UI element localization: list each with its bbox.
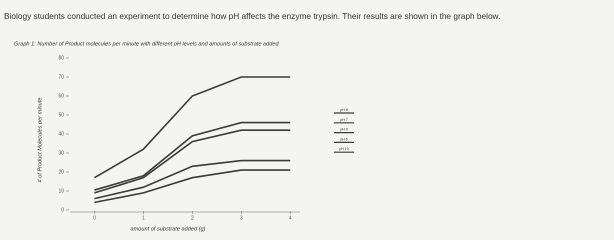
legend-label: pH 10 [339, 147, 349, 151]
series-line [94, 169, 291, 204]
question-text: Biology students conducted an experiment… [4, 11, 500, 21]
x-axis-label: amount of substrate added (g) [131, 226, 206, 232]
x-tick-label: 4 [289, 215, 292, 221]
series-line [94, 129, 291, 194]
series-line [94, 76, 291, 179]
legend-label: pH 6 [340, 137, 348, 141]
x-tick-label: 0 [93, 215, 96, 221]
x-tick-label: 2 [191, 215, 194, 221]
chart-title: Graph 1: Number of Product molecules per… [14, 41, 279, 47]
legend-label: pH 9 [340, 128, 348, 132]
legend-label: pH 8 [340, 108, 348, 112]
y-tick-label: 30 [58, 150, 64, 156]
legend-label: pH 7 [340, 118, 348, 122]
x-tick-label: 1 [142, 215, 145, 221]
series-line [94, 159, 291, 200]
series-line [94, 121, 291, 191]
y-tick-label: 40 [58, 131, 64, 137]
y-tick-label: 0 [61, 207, 64, 213]
y-axis-label: # of Product Molecules per minute [37, 98, 43, 183]
y-tick-label: 60 [58, 93, 64, 99]
y-tick-label: 20 [58, 169, 64, 175]
y-tick-label: 10 [58, 188, 64, 194]
y-tick-label: 70 [58, 74, 64, 80]
y-tick-label: 80 [58, 55, 64, 61]
x-tick-label: 3 [240, 215, 243, 221]
y-tick-label: 50 [58, 112, 64, 118]
